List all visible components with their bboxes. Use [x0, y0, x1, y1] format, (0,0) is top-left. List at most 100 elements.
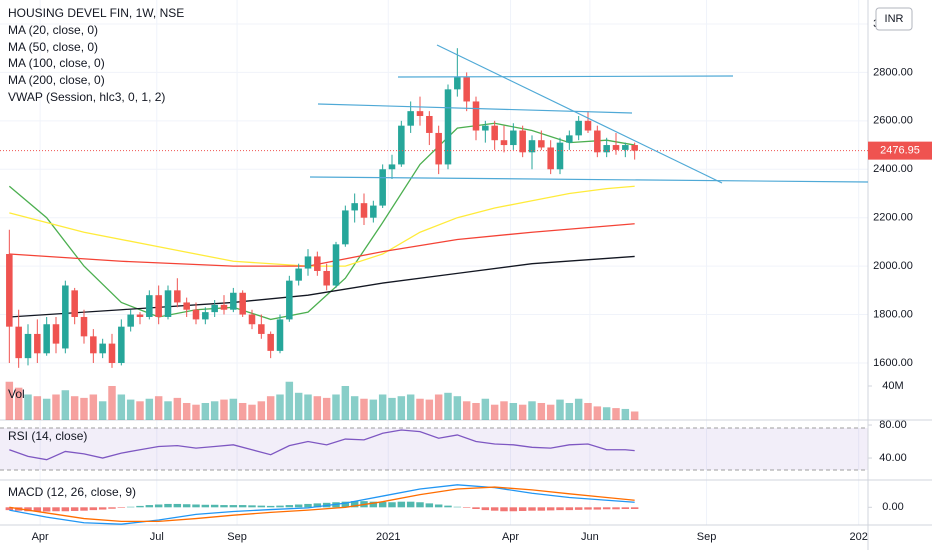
macd-histogram-bar: [584, 507, 592, 510]
candle-body: [444, 89, 452, 165]
candle-body: [388, 164, 396, 170]
macd-histogram-bar: [378, 501, 387, 508]
candle-body: [612, 145, 620, 150]
candle-body: [267, 333, 274, 351]
volume-bar: [481, 398, 490, 420]
macd-histogram-bar: [42, 507, 51, 512]
macd-histogram-bar: [630, 507, 639, 509]
macd-histogram-bar: [528, 507, 536, 511]
y-tick-label: 40.00: [879, 452, 907, 464]
trend-lines: [309, 44, 869, 184]
macd-histogram-bar: [201, 504, 210, 508]
y-tick-label: 0.00: [882, 501, 903, 513]
candle-body: [24, 333, 32, 359]
macd-histogram-bar: [565, 507, 574, 511]
macd-histogram-bar: [350, 501, 359, 508]
volume-bar: [556, 399, 564, 420]
macd-histogram-bar: [238, 505, 247, 508]
indicator-line: [9, 255, 635, 318]
volume-bar: [182, 402, 191, 420]
candle-body: [174, 290, 181, 303]
candle-body: [379, 169, 386, 206]
volume-bar: [5, 381, 14, 420]
volume-bar: [126, 399, 135, 420]
volume-bar: [453, 396, 462, 420]
candle-body: [454, 77, 461, 90]
indicator-line: [9, 484, 635, 525]
volume-bar: [266, 396, 275, 420]
candle-body: [482, 125, 489, 131]
candle-body: [622, 145, 629, 150]
macd-histogram-bar: [462, 507, 471, 508]
candle-body: [332, 244, 340, 286]
candle-body: [230, 292, 237, 310]
legend-entry: VWAP (Session, hlc3, 0, 1, 2): [8, 90, 165, 104]
candle-body: [519, 130, 526, 153]
volume-bar: [444, 392, 452, 420]
macd-histogram-bar: [248, 505, 256, 508]
volume-bar: [593, 406, 602, 420]
volume-bar: [108, 385, 116, 420]
candle-body: [155, 295, 162, 317]
volume-bar: [388, 397, 396, 420]
macd-histogram-bar: [5, 507, 14, 511]
macd-histogram-bar: [117, 507, 126, 508]
last-price-label: 2476.95: [880, 145, 920, 157]
macd-histogram-bar: [537, 507, 546, 511]
candle-body: [164, 290, 172, 317]
macd-histogram-bar: [182, 504, 191, 508]
pane-title: Vol: [8, 387, 25, 401]
pane-title: RSI (14, close): [8, 429, 87, 443]
volume-bar: [89, 394, 98, 420]
candle-body: [594, 130, 601, 153]
x-tick-label: Sep: [697, 531, 717, 543]
candle-body: [491, 125, 498, 141]
volume-bar: [462, 401, 471, 420]
volume-bar: [584, 402, 592, 420]
candle-body: [118, 326, 125, 363]
volume-bar: [201, 402, 210, 420]
volume-bar: [350, 396, 359, 420]
y-tick-label: 80.00: [879, 419, 907, 431]
macd-histogram-bar: [173, 503, 182, 508]
macd-histogram-bar: [61, 507, 70, 512]
volume-bar: [546, 404, 555, 420]
macd-histogram-bar: [453, 506, 462, 508]
macd-histogram-bar: [313, 503, 322, 508]
macd-histogram-bar: [136, 505, 144, 508]
macd-histogram-bar: [434, 504, 443, 508]
volume-bar: [341, 385, 350, 420]
volume-bar: [164, 401, 172, 420]
volume-bar: [602, 407, 611, 420]
trend-line: [317, 103, 633, 114]
candle-body: [220, 304, 228, 310]
macd-histogram-bar: [220, 505, 228, 508]
macd-histogram-bar: [621, 507, 630, 509]
chart-title: HOUSING DEVEL FIN, 1W, NSE: [8, 6, 184, 20]
x-tick-label: Apr: [502, 531, 519, 543]
volume-bar: [145, 398, 154, 420]
macd-histogram-bar: [80, 507, 88, 511]
volume-bar: [52, 394, 60, 420]
macd-histogram-bar: [425, 503, 434, 508]
plot: [0, 48, 868, 525]
volume-bar: [248, 404, 256, 420]
volume-bar: [434, 394, 443, 420]
macd-histogram-bar: [266, 505, 275, 508]
volume-bar: [565, 402, 574, 420]
macd-histogram-bar: [229, 505, 238, 508]
volume-bar: [397, 396, 406, 420]
volume-bar: [276, 394, 284, 420]
candle-body: [407, 111, 414, 126]
volume-bar: [33, 396, 42, 420]
volume-bar: [528, 401, 536, 420]
trend-line: [309, 176, 869, 183]
grid: [0, 0, 868, 525]
y-tick-label: 2000.00: [873, 260, 913, 272]
macd-histogram-bar: [276, 505, 284, 508]
volume-bar: [537, 402, 546, 420]
y-tick-label: 2200.00: [873, 212, 913, 224]
trend-line: [397, 75, 734, 78]
macd-histogram-bar: [294, 504, 303, 508]
